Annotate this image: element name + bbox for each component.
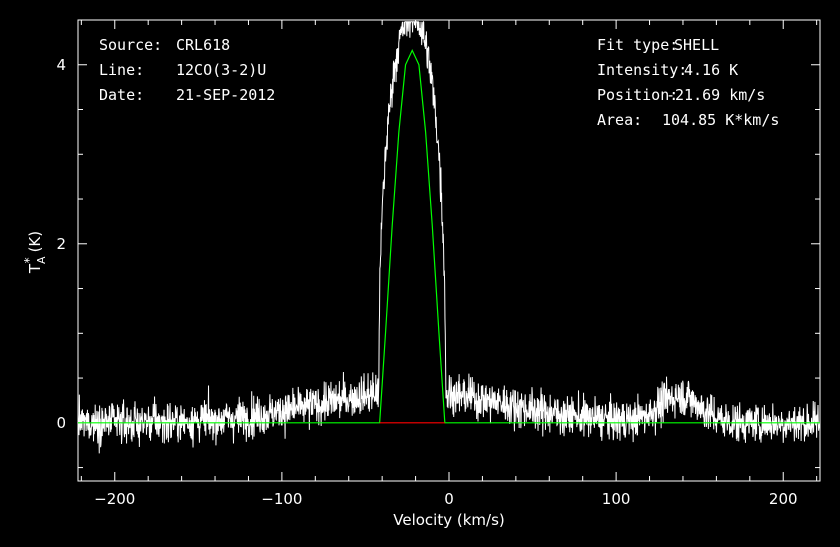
info-left-key-2: Date: xyxy=(99,86,144,104)
y-axis-label-sup: * xyxy=(22,257,36,263)
y-axis-label: TA* (K) xyxy=(22,231,48,274)
info-left-value-2: 21-SEP-2012 xyxy=(176,86,275,104)
info-left-key-0: Source: xyxy=(99,36,162,54)
x-axis-label: Velocity (km/s) xyxy=(393,511,504,529)
info-right-value-0: SHELL xyxy=(674,36,719,54)
y-tick-label: 2 xyxy=(56,235,66,253)
info-left-value-1: 12CO(3-2)U xyxy=(176,61,266,79)
info-right-value-1: 4.16 K xyxy=(684,61,738,79)
x-tick-label: −200 xyxy=(94,490,135,508)
x-tick-label: 100 xyxy=(602,490,631,508)
info-right-key-0: Fit type: xyxy=(597,36,678,54)
info-right-key-2: Position: xyxy=(597,86,678,104)
info-right-key-1: Intensity: xyxy=(597,61,687,79)
info-right-value-2: -21.69 km/s xyxy=(666,86,765,104)
shell-fit-layer xyxy=(78,49,820,424)
info-right-block: Fit type: SHELL Intensity: 4.16 K Positi… xyxy=(597,36,779,129)
info-right-key-3: Area: xyxy=(597,111,642,129)
axis-tick-labels: −200 −100 0 100 200 0 2 4 xyxy=(56,56,797,508)
y-tick-label: 4 xyxy=(56,56,66,74)
y-axis-label-main: T xyxy=(26,263,44,274)
x-tick-label: 0 xyxy=(444,490,454,508)
x-tick-label: 200 xyxy=(769,490,798,508)
shell-fit-line xyxy=(78,49,820,424)
y-tick-label: 0 xyxy=(56,414,66,432)
info-left-value-0: CRL618 xyxy=(176,36,230,54)
svg-text:TA*(K): TA* (K) xyxy=(22,231,48,274)
observed-spectrum-line xyxy=(77,20,821,454)
info-left-block: Source: CRL618 Line: 12CO(3-2)U Date: 21… xyxy=(99,36,275,104)
x-tick-label: −100 xyxy=(261,490,302,508)
info-left-key-1: Line: xyxy=(99,61,144,79)
observed-spectrum-layer xyxy=(77,20,821,454)
y-axis-label-sub: A xyxy=(35,256,48,264)
y-axis-label-unit: (K) xyxy=(26,231,44,253)
info-right-value-3: 104.85 K*km/s xyxy=(662,111,779,129)
